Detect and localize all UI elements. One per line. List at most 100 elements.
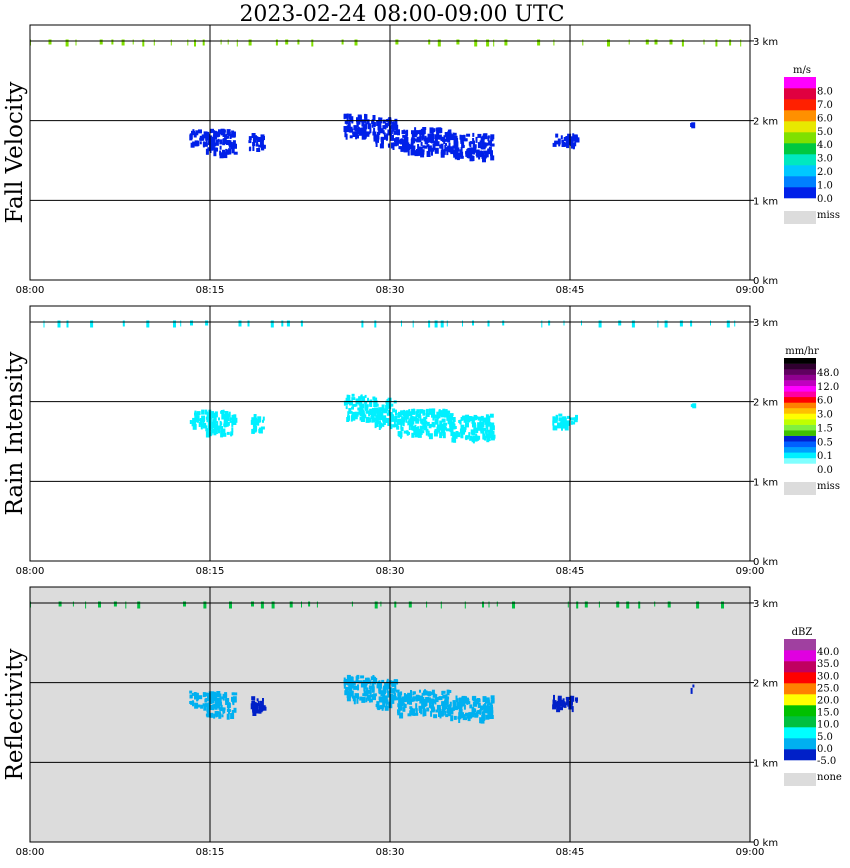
echo-pixel xyxy=(231,696,234,702)
height-tick-label: 2 km xyxy=(753,117,778,128)
echo-top-layer xyxy=(395,39,399,45)
echo-pixel xyxy=(430,147,435,152)
echo-pixel xyxy=(408,694,412,700)
echo-pixel xyxy=(465,717,468,721)
echo-pixel xyxy=(452,417,456,422)
echo-pixel xyxy=(482,133,486,137)
echo-pixel xyxy=(415,703,418,710)
echo-pixel xyxy=(427,133,431,138)
echo-pixel xyxy=(210,128,214,133)
echo-pixel xyxy=(392,128,395,132)
echo-pixel xyxy=(355,676,359,682)
echo-pixel xyxy=(484,143,488,147)
echo-pixel xyxy=(411,432,415,438)
echo-pixel xyxy=(223,138,227,144)
echo-pixel xyxy=(223,418,227,424)
echo-pixel xyxy=(207,147,211,152)
echo-pixel xyxy=(373,135,378,140)
echo-pixel xyxy=(349,135,353,139)
echo-pixel xyxy=(419,689,421,693)
colorbar-miss-swatch xyxy=(784,211,816,224)
echo-pixel xyxy=(368,694,373,698)
echo-top-layer xyxy=(690,320,693,327)
colorbar-swatch xyxy=(784,396,816,403)
echo-pixel xyxy=(389,125,393,130)
echo-pixel xyxy=(352,134,356,137)
x-tick-label: 09:00 xyxy=(736,285,765,296)
echo-pixel xyxy=(435,694,438,699)
echo-pixel xyxy=(475,698,478,705)
echo-top-layer xyxy=(187,39,189,46)
echo-pixel xyxy=(462,714,466,721)
echo-pixel xyxy=(225,698,230,702)
echo-pixel xyxy=(221,714,224,718)
echo-pixel xyxy=(347,676,351,681)
echo-pixel xyxy=(445,428,450,432)
echo-pixel xyxy=(487,714,492,718)
echo-pixel xyxy=(450,709,454,715)
colorbar-swatch xyxy=(784,749,816,761)
echo-pixel xyxy=(365,416,370,423)
echo-pixel xyxy=(431,412,435,418)
echo-pixel xyxy=(431,706,433,712)
echo-pixel xyxy=(228,411,231,418)
echo-pixel xyxy=(425,428,429,432)
echo-pixel xyxy=(262,419,264,423)
echo-pixel xyxy=(470,147,473,153)
echo-pixel xyxy=(262,416,265,421)
echo-top-layer xyxy=(486,39,490,47)
echo-pixel xyxy=(222,432,227,437)
echo-pixel xyxy=(385,685,390,689)
echo-pixel xyxy=(572,133,575,138)
echo-pixel xyxy=(222,428,225,433)
echo-pixel xyxy=(352,131,357,135)
echo-region xyxy=(552,133,580,150)
echo-pixel xyxy=(203,704,207,711)
echo-top-layer xyxy=(567,601,569,608)
echo-pixel xyxy=(190,695,193,699)
echo-pixel xyxy=(213,425,218,432)
colorbar-swatch xyxy=(784,639,816,651)
echo-top-layer xyxy=(275,39,278,46)
echo-pixel xyxy=(409,421,413,427)
echo-pixel xyxy=(491,698,495,703)
echo-pixel xyxy=(359,405,364,410)
colorbar-label: 6.0 xyxy=(817,113,833,124)
echo-pixel xyxy=(251,700,254,704)
echo-pixel xyxy=(195,140,200,146)
echo-pixel xyxy=(350,677,353,684)
echo-pixel xyxy=(354,127,359,132)
echo-pixel xyxy=(217,699,222,703)
echo-pixel xyxy=(425,697,430,702)
echo-pixel xyxy=(472,416,476,421)
echo-pixel xyxy=(417,144,420,150)
echo-pixel xyxy=(351,683,354,689)
echo-top-layer xyxy=(247,320,250,327)
echo-pixel xyxy=(251,696,256,701)
echo-pixel xyxy=(400,707,403,711)
echo-pixel xyxy=(441,707,444,714)
colorbar-swatch xyxy=(784,154,816,166)
echo-pixel xyxy=(430,710,433,717)
echo-region xyxy=(690,403,697,409)
echo-pixel xyxy=(481,145,486,150)
echo-pixel xyxy=(573,134,578,138)
echo-top-layer xyxy=(582,39,584,46)
echo-pixel xyxy=(690,404,695,408)
echo-pixel xyxy=(199,141,202,145)
echo-pixel xyxy=(365,687,368,694)
echo-pixel xyxy=(461,135,466,141)
echo-pixel xyxy=(344,678,348,685)
echo-top-layer xyxy=(541,320,543,328)
echo-pixel xyxy=(561,142,566,147)
echo-top-layer xyxy=(437,39,441,47)
echo-pixel xyxy=(364,683,367,690)
x-tick-label: 08:15 xyxy=(196,847,225,858)
echo-pixel xyxy=(376,701,380,707)
x-tick-label: 08:00 xyxy=(16,847,45,858)
colorbar-label: 8.0 xyxy=(817,86,833,97)
echo-pixel xyxy=(434,701,437,705)
echo-pixel xyxy=(353,414,358,420)
echo-pixel xyxy=(420,696,425,703)
